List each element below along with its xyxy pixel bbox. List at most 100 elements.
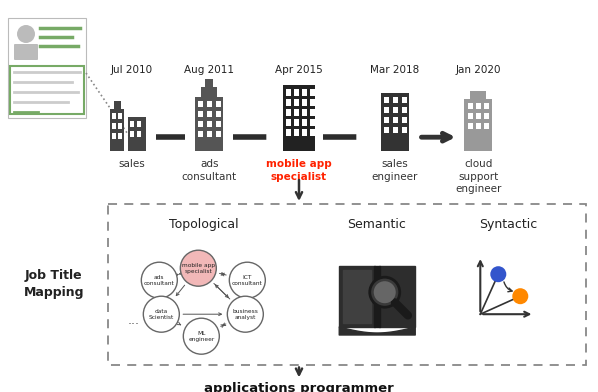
Bar	[136, 121, 141, 127]
Bar	[114, 101, 121, 111]
Text: ...: ...	[127, 314, 139, 327]
Bar	[286, 109, 291, 116]
Bar	[384, 97, 389, 103]
Text: sales: sales	[118, 159, 145, 169]
Bar	[477, 113, 481, 119]
Bar	[310, 99, 315, 106]
Text: Aug 2011: Aug 2011	[184, 65, 234, 75]
Bar	[384, 107, 389, 113]
Bar	[286, 99, 291, 106]
Text: Jul 2010: Jul 2010	[111, 65, 152, 75]
Text: ICT
consultant: ICT consultant	[232, 275, 263, 286]
Circle shape	[374, 281, 396, 303]
Circle shape	[490, 266, 507, 282]
Polygon shape	[379, 266, 415, 327]
Bar	[136, 131, 141, 137]
Text: mobile app
specialist: mobile app specialist	[266, 159, 332, 181]
Bar	[484, 113, 489, 119]
Polygon shape	[338, 266, 375, 327]
Text: Syntactic: Syntactic	[479, 218, 538, 231]
FancyBboxPatch shape	[8, 18, 86, 118]
FancyBboxPatch shape	[14, 44, 38, 60]
Bar	[118, 133, 121, 139]
Text: Semantic: Semantic	[347, 218, 406, 231]
Bar	[384, 127, 389, 133]
Circle shape	[512, 288, 528, 304]
Text: ML
engineer: ML engineer	[188, 331, 215, 341]
Circle shape	[370, 277, 399, 307]
Bar	[302, 119, 307, 126]
Text: Topological: Topological	[169, 218, 238, 231]
Bar	[283, 85, 315, 151]
Bar	[199, 101, 203, 107]
Bar	[286, 119, 291, 126]
Text: mobile app
specialist: mobile app specialist	[182, 263, 215, 274]
Bar	[199, 121, 203, 127]
Bar	[202, 87, 217, 99]
Bar	[118, 113, 121, 119]
Text: sales
engineer: sales engineer	[371, 159, 418, 181]
Bar	[208, 101, 212, 107]
Polygon shape	[374, 266, 380, 327]
Bar	[477, 103, 481, 109]
Bar	[471, 91, 486, 101]
Bar	[294, 99, 299, 106]
Bar	[109, 109, 124, 151]
Bar	[310, 119, 315, 126]
Bar	[294, 109, 299, 116]
Bar	[205, 79, 213, 89]
Bar	[393, 97, 398, 103]
Bar	[302, 109, 307, 116]
Text: cloud
support
engineer: cloud support engineer	[455, 159, 502, 194]
Circle shape	[227, 296, 263, 332]
Bar	[302, 99, 307, 106]
Bar	[402, 127, 407, 133]
Bar	[302, 89, 307, 96]
Bar	[208, 111, 212, 117]
Polygon shape	[343, 270, 371, 323]
Bar	[477, 123, 481, 129]
Bar	[112, 123, 115, 129]
Bar	[302, 129, 307, 136]
Bar	[402, 107, 407, 113]
Text: ads
consultant: ads consultant	[182, 159, 237, 181]
Text: Mar 2018: Mar 2018	[370, 65, 419, 75]
Circle shape	[181, 250, 216, 286]
Text: ads
consultant: ads consultant	[144, 275, 175, 286]
Bar	[393, 117, 398, 123]
Circle shape	[144, 296, 179, 332]
FancyBboxPatch shape	[108, 204, 586, 365]
Bar	[384, 117, 389, 123]
Circle shape	[184, 318, 219, 354]
Bar	[199, 131, 203, 137]
Bar	[199, 111, 203, 117]
Bar	[208, 121, 212, 127]
Bar	[468, 103, 474, 109]
Text: Apr 2015: Apr 2015	[275, 65, 323, 75]
Bar	[208, 131, 212, 137]
Bar	[294, 89, 299, 96]
Bar	[127, 117, 145, 151]
Bar	[310, 109, 315, 116]
Bar	[286, 129, 291, 136]
Bar	[216, 121, 221, 127]
Bar	[118, 123, 121, 129]
Bar	[402, 97, 407, 103]
Bar	[294, 119, 299, 126]
Bar	[196, 97, 223, 151]
Circle shape	[229, 262, 266, 298]
Bar	[286, 89, 291, 96]
Bar	[468, 113, 474, 119]
Bar	[112, 133, 115, 139]
Text: Job Title
Mapping: Job Title Mapping	[23, 269, 84, 299]
Bar	[393, 127, 398, 133]
Bar	[310, 129, 315, 136]
Text: Jan 2020: Jan 2020	[456, 65, 501, 75]
Bar	[216, 111, 221, 117]
Bar	[216, 101, 221, 107]
Bar	[112, 113, 115, 119]
Text: business
analyst: business analyst	[233, 309, 258, 319]
Bar	[484, 123, 489, 129]
Bar	[310, 89, 315, 96]
Bar	[484, 103, 489, 109]
